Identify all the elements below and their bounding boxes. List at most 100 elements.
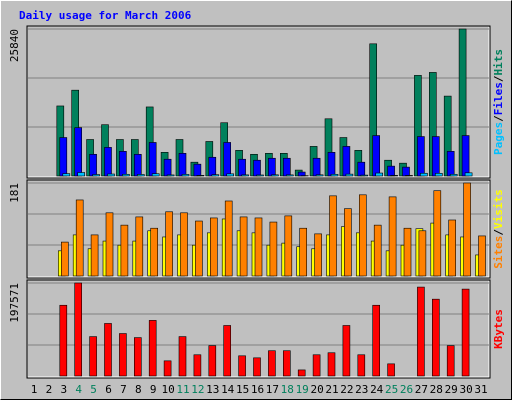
y-tick-label: 25840: [8, 29, 21, 62]
bar: [431, 298, 440, 377]
bar: [434, 173, 443, 177]
x-tick-label: 2: [46, 383, 53, 396]
bar: [390, 175, 398, 177]
panel-bevel: [28, 181, 490, 278]
bar: [344, 208, 352, 277]
legend: Sites/Visits: [492, 189, 505, 269]
x-tick-label: 29: [445, 383, 458, 396]
bar: [269, 221, 278, 277]
bar: [256, 174, 264, 177]
x-tick-label: 6: [105, 383, 112, 396]
bar: [196, 175, 205, 177]
bar: [211, 174, 220, 177]
x-tick-label: 13: [206, 383, 219, 396]
bar: [285, 174, 294, 177]
bar: [60, 241, 69, 277]
x-tick-label: 14: [221, 383, 235, 396]
legend-entry: Sites: [492, 236, 505, 269]
x-tick-label: 19: [296, 383, 309, 396]
bar: [238, 355, 246, 377]
x-tick-label: 4: [75, 383, 82, 396]
bar: [388, 196, 397, 277]
bar: [271, 174, 279, 177]
bar: [119, 333, 127, 377]
bar: [420, 172, 428, 177]
x-tick-label: 30: [459, 383, 472, 396]
bar: [75, 199, 84, 277]
x-tick-label: 16: [251, 383, 264, 396]
bar: [223, 142, 231, 177]
bar: [92, 174, 100, 177]
bar: [151, 173, 160, 177]
bar: [195, 220, 203, 277]
legend-separator: /: [492, 115, 505, 122]
bar: [104, 147, 112, 177]
bar: [59, 304, 68, 377]
bar: [461, 288, 470, 377]
bar: [253, 159, 261, 177]
bar: [178, 153, 187, 177]
x-tick-label: 25: [385, 383, 398, 396]
panel-bevel: [28, 27, 490, 178]
bar: [238, 158, 246, 177]
x-tick-label: 1: [31, 383, 38, 396]
bar: [417, 286, 425, 377]
x-tick-label: 27: [415, 383, 428, 396]
bar: [372, 304, 381, 377]
bar: [178, 336, 187, 377]
bar: [193, 163, 202, 177]
bar: [478, 235, 486, 277]
bar: [253, 357, 261, 377]
bar: [431, 136, 440, 177]
bar: [446, 345, 455, 377]
bar: [417, 136, 425, 177]
bar: [163, 360, 172, 377]
bar: [107, 173, 115, 177]
bar: [105, 212, 114, 277]
bar: [312, 157, 321, 177]
bar: [282, 157, 291, 177]
legend-entry: Pages: [492, 122, 505, 155]
legend: KBytes: [492, 309, 505, 349]
bar: [104, 323, 112, 377]
bar: [148, 142, 157, 177]
bar: [329, 195, 337, 277]
bar: [402, 166, 410, 177]
bar: [373, 224, 382, 277]
x-tick-label: 28: [430, 383, 443, 396]
bar: [239, 216, 248, 277]
bar: [208, 345, 217, 377]
bar: [148, 320, 157, 377]
legend: Pages/Files/Hits: [492, 49, 505, 155]
bar: [342, 325, 351, 377]
bar: [330, 173, 339, 177]
bar: [137, 174, 145, 177]
bar: [120, 224, 129, 277]
bar: [210, 217, 218, 277]
bar: [74, 282, 82, 377]
x-tick-label: 8: [135, 383, 142, 396]
x-tick-label: 7: [120, 383, 127, 396]
x-tick-label: 23: [355, 383, 368, 396]
bar: [122, 173, 130, 177]
bar: [299, 227, 308, 277]
legend-entry: KBytes: [492, 309, 505, 349]
x-tick-label: 31: [474, 383, 487, 396]
bar: [181, 174, 190, 177]
bar: [268, 350, 276, 377]
bar: [268, 157, 276, 177]
x-tick-label: 20: [310, 383, 323, 396]
bar: [327, 152, 336, 177]
legend-entry: Files: [492, 82, 505, 115]
bar: [449, 173, 458, 177]
bar: [193, 354, 202, 377]
bar: [312, 354, 321, 377]
bar: [241, 174, 249, 177]
bar: [74, 127, 82, 177]
x-tick-label: 22: [340, 383, 353, 396]
bar: [345, 173, 354, 177]
bar: [446, 151, 455, 177]
x-tick-label: 18: [281, 383, 294, 396]
bar: [226, 173, 234, 177]
